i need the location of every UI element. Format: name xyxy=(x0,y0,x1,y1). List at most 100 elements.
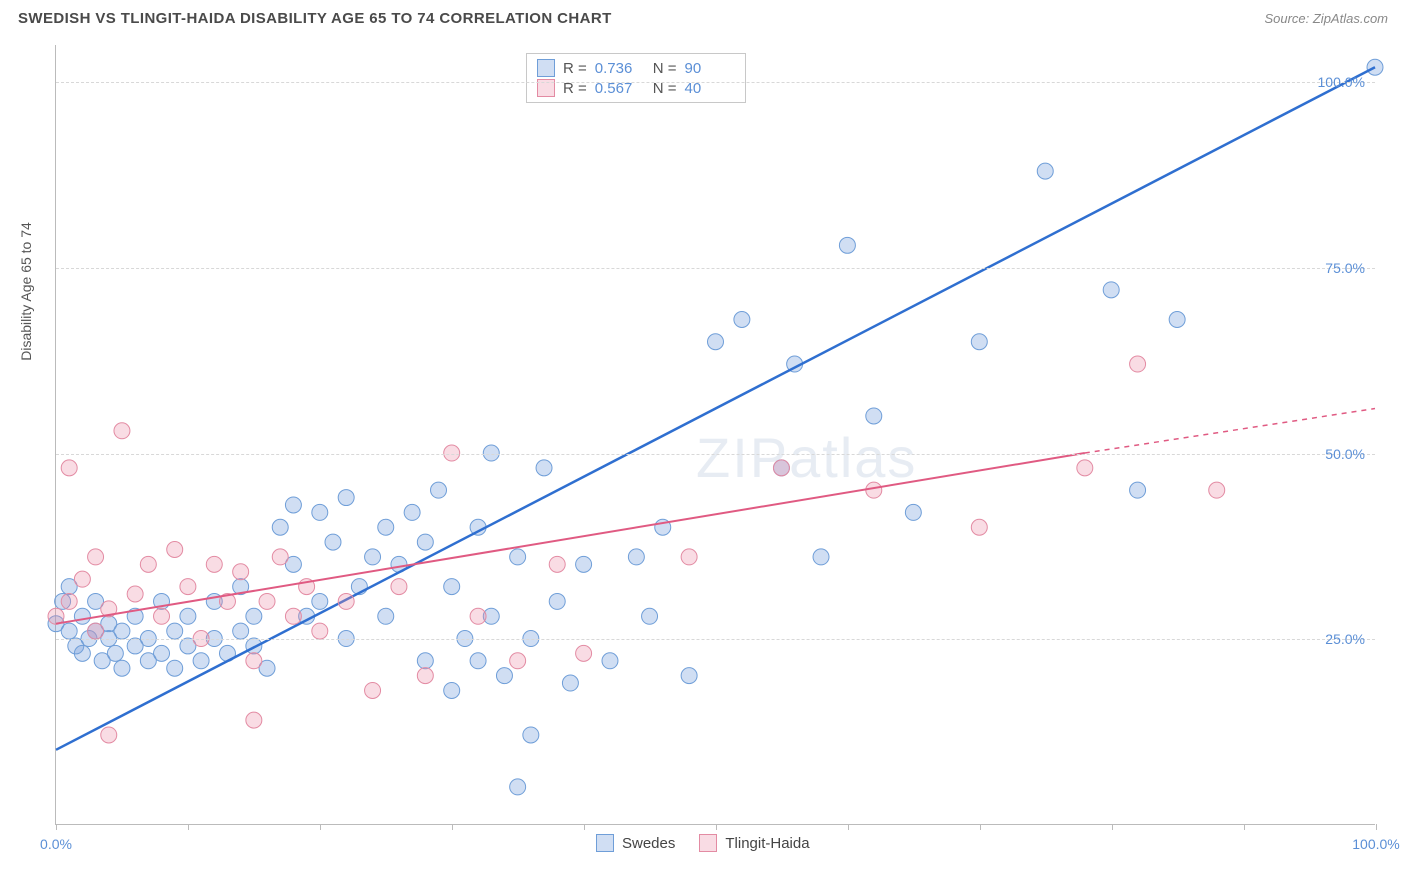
data-point xyxy=(61,593,77,609)
data-point xyxy=(1367,59,1383,75)
data-point xyxy=(1103,282,1119,298)
data-point xyxy=(971,519,987,535)
data-point xyxy=(206,556,222,572)
legend-label-tlingit: Tlingit-Haida xyxy=(725,835,809,852)
data-point xyxy=(365,549,381,565)
y-tick-label: 25.0% xyxy=(1325,631,1365,647)
data-point xyxy=(1037,163,1053,179)
data-point xyxy=(154,608,170,624)
data-point xyxy=(866,408,882,424)
data-point xyxy=(470,608,486,624)
data-point xyxy=(536,460,552,476)
data-point xyxy=(246,712,262,728)
data-point xyxy=(1077,460,1093,476)
data-point xyxy=(74,571,90,587)
data-point xyxy=(1169,312,1185,328)
data-point xyxy=(1130,356,1146,372)
y-axis-label: Disability Age 65 to 74 xyxy=(18,222,34,361)
data-point xyxy=(404,504,420,520)
data-point xyxy=(259,593,275,609)
data-point xyxy=(470,653,486,669)
data-point xyxy=(708,334,724,350)
data-point xyxy=(496,668,512,684)
data-point xyxy=(74,608,90,624)
data-point xyxy=(971,334,987,350)
r-label: R = xyxy=(563,60,587,77)
data-point xyxy=(576,556,592,572)
x-tick-label: 0.0% xyxy=(40,836,72,852)
data-point xyxy=(285,608,301,624)
x-tick xyxy=(320,824,321,830)
data-point xyxy=(233,564,249,580)
data-point xyxy=(417,653,433,669)
series-legend: Swedes Tlingit-Haida xyxy=(596,834,810,852)
data-point xyxy=(154,645,170,661)
data-point xyxy=(140,556,156,572)
data-point xyxy=(773,460,789,476)
data-point xyxy=(88,549,104,565)
data-point xyxy=(628,549,644,565)
chart-title: SWEDISH VS TLINGIT-HAIDA DISABILITY AGE … xyxy=(18,10,612,27)
data-point xyxy=(391,579,407,595)
data-point xyxy=(233,623,249,639)
data-point xyxy=(523,727,539,743)
data-point xyxy=(510,779,526,795)
x-tick xyxy=(1376,824,1377,830)
data-point xyxy=(417,534,433,550)
data-point xyxy=(734,312,750,328)
data-point xyxy=(549,593,565,609)
data-point xyxy=(576,645,592,661)
data-point xyxy=(246,653,262,669)
x-tick xyxy=(188,824,189,830)
data-point xyxy=(813,549,829,565)
legend-label-swedes: Swedes xyxy=(622,835,675,852)
data-point xyxy=(681,668,697,684)
data-point xyxy=(114,623,130,639)
legend-item-tlingit: Tlingit-Haida xyxy=(699,834,809,852)
data-point xyxy=(167,623,183,639)
gridline xyxy=(56,268,1375,269)
data-point xyxy=(1209,482,1225,498)
data-point xyxy=(167,542,183,558)
data-point xyxy=(866,482,882,498)
r-value-swedes: 0.736 xyxy=(595,60,645,77)
data-point xyxy=(839,237,855,253)
data-point xyxy=(272,519,288,535)
chart-svg xyxy=(56,45,1375,824)
data-point xyxy=(378,608,394,624)
data-point xyxy=(602,653,618,669)
data-point xyxy=(338,593,354,609)
chart-header: SWEDISH VS TLINGIT-HAIDA DISABILITY AGE … xyxy=(0,0,1406,33)
y-tick-label: 50.0% xyxy=(1325,446,1365,462)
data-point xyxy=(378,519,394,535)
x-tick xyxy=(848,824,849,830)
data-point xyxy=(325,534,341,550)
swatch-tlingit xyxy=(699,834,717,852)
data-point xyxy=(101,727,117,743)
data-point xyxy=(338,490,354,506)
y-tick-label: 100.0% xyxy=(1318,74,1365,90)
gridline xyxy=(56,639,1375,640)
data-point xyxy=(61,623,77,639)
legend-row-tlingit: R = 0.567 N = 40 xyxy=(537,78,735,98)
data-point xyxy=(180,579,196,595)
data-point xyxy=(417,668,433,684)
data-point xyxy=(510,653,526,669)
legend-row-swedes: R = 0.736 N = 90 xyxy=(537,58,735,78)
data-point xyxy=(114,660,130,676)
data-point xyxy=(272,549,288,565)
data-point xyxy=(1130,482,1146,498)
data-point xyxy=(444,579,460,595)
data-point xyxy=(444,682,460,698)
data-point xyxy=(107,645,123,661)
data-point xyxy=(114,423,130,439)
data-point xyxy=(88,623,104,639)
x-tick-label: 100.0% xyxy=(1352,836,1399,852)
data-point xyxy=(510,549,526,565)
x-tick xyxy=(1112,824,1113,830)
x-tick xyxy=(452,824,453,830)
correlation-legend: R = 0.736 N = 90 R = 0.567 N = 40 xyxy=(526,53,746,103)
data-point xyxy=(312,593,328,609)
data-point xyxy=(431,482,447,498)
trend-line xyxy=(56,67,1375,750)
